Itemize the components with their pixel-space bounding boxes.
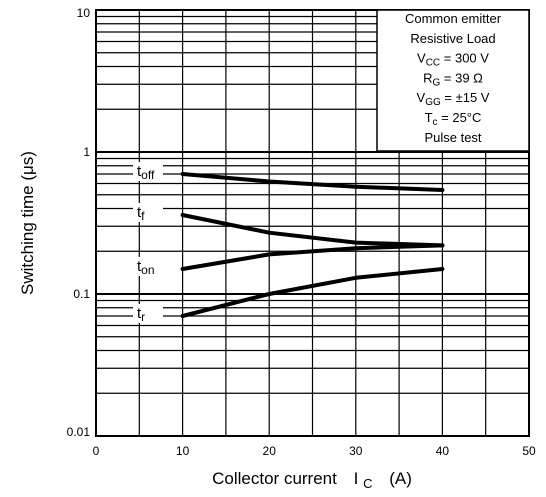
x-axis-title-unit: (A): [389, 469, 412, 488]
condition-value: = ±15 V: [441, 90, 490, 105]
series-line-on: [180, 243, 445, 271]
series-label-sub: r: [141, 310, 145, 324]
condition-subscript: c: [433, 117, 438, 128]
series-label-sub: on: [141, 263, 154, 277]
x-axis-title-symbol: I: [354, 469, 359, 488]
tick-labels: 0 10 20 30 40 50 0.01 0.1 1 10: [67, 6, 536, 458]
series-label-sub: off: [141, 168, 155, 182]
series-label-off: toff: [137, 163, 155, 182]
condition-symbol: R: [423, 70, 432, 85]
y-tick-label: 0.01: [67, 425, 91, 439]
condition-subscript: GG: [425, 97, 441, 108]
x-axis-title-text: Collector current: [212, 469, 337, 488]
series-line-r: [180, 267, 445, 318]
x-axis-title-subscript: C: [363, 476, 372, 491]
x-tick-label: 10: [176, 444, 190, 458]
condition-line: VGG = ±15 V: [417, 90, 490, 108]
x-tick-label: 20: [263, 444, 277, 458]
series-label-bg: [133, 203, 163, 223]
condition-line: Common emitter: [405, 11, 502, 26]
series-label-main: t: [137, 258, 142, 275]
series-label-main: t: [137, 204, 142, 221]
x-axis-title: Collector current I C (A): [212, 469, 412, 492]
x-tick-label: 30: [349, 444, 363, 458]
x-tick-label: 50: [522, 444, 536, 458]
y-tick-label: 1: [83, 145, 90, 159]
condition-line: RG = 39 Ω: [423, 70, 483, 88]
condition-subscript: G: [433, 77, 441, 88]
x-tick-label: 40: [436, 444, 450, 458]
condition-value: = 300 V: [440, 51, 489, 66]
condition-line: Tc = 25°C: [425, 110, 482, 128]
series-line-f: [180, 213, 445, 248]
series-line-off: [180, 172, 445, 192]
plot-frame: [95, 9, 530, 437]
series-label-r: tr: [137, 305, 145, 324]
series-layer: [180, 172, 445, 318]
condition-line: Resistive Load: [410, 31, 495, 46]
x-tick-label: 0: [93, 444, 100, 458]
condition-line: VCC = 300 V: [417, 51, 489, 69]
series-label-main: t: [137, 305, 142, 322]
y-tick-label: 10: [77, 6, 91, 20]
conditions-box-frame: [376, 9, 530, 152]
condition-line: Pulse test: [424, 130, 481, 145]
y-tick-label: 0.1: [73, 287, 90, 301]
condition-value: = 25°C: [438, 110, 482, 125]
series-label-bg: [133, 256, 163, 276]
series-label-on: ton: [137, 258, 155, 277]
condition-subscript: CC: [426, 58, 440, 69]
series-label-bg: [133, 161, 163, 181]
series-label-f: tf: [137, 204, 145, 223]
series-label-bg: [133, 303, 163, 323]
series-label-sub: f: [141, 209, 145, 223]
y-axis-title: Switching time (μs): [18, 151, 37, 295]
condition-symbol: V: [417, 90, 426, 105]
condition-value: = 39 Ω: [440, 70, 483, 85]
condition-symbol: T: [425, 110, 433, 125]
series-label-main: t: [137, 163, 142, 180]
condition-symbol: V: [417, 51, 426, 66]
